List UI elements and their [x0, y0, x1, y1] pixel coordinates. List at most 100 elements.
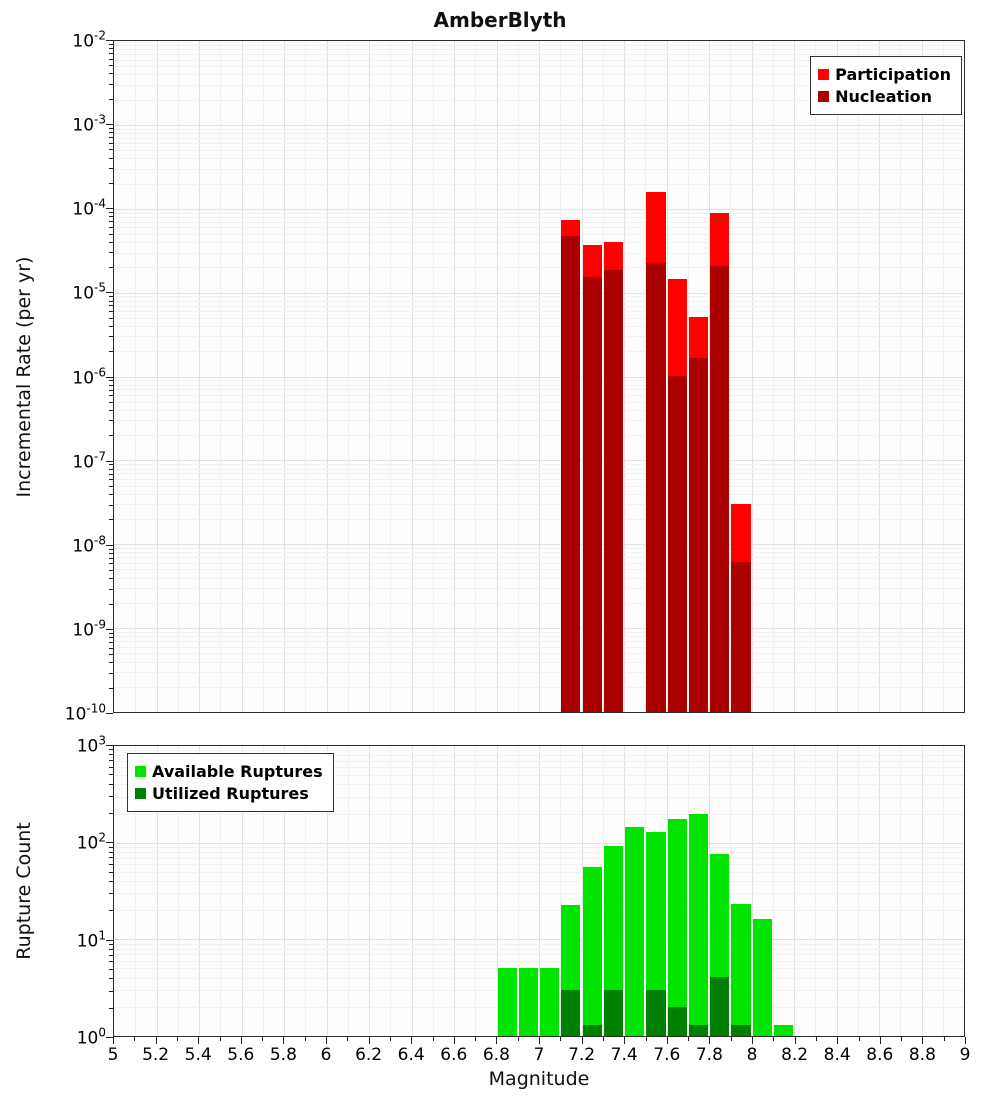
bar-available-ruptures — [518, 968, 538, 1036]
x-tick-mark — [666, 1037, 668, 1044]
grid-line-vertical — [836, 746, 838, 1036]
grid-line-horizontal-minor — [114, 464, 964, 466]
y-minor-tick-mark — [109, 871, 113, 873]
grid-line-vertical — [942, 746, 944, 1036]
grid-line-horizontal-minor — [114, 84, 964, 86]
grid-line-vertical — [284, 746, 285, 1036]
grid-line-horizontal — [114, 939, 964, 941]
grid-line-horizontal-minor — [114, 562, 964, 564]
y-tick-mark — [106, 460, 113, 462]
bar-available-ruptures — [752, 918, 772, 1036]
grid-line-horizontal-minor — [114, 588, 964, 590]
y-minor-tick-mark — [109, 494, 113, 496]
y-minor-tick-mark — [109, 662, 113, 664]
y-minor-tick-mark — [109, 485, 113, 487]
x-tick-mark — [155, 1037, 157, 1044]
grid-line-horizontal-minor — [114, 468, 964, 470]
x-tick-mark — [453, 1037, 455, 1044]
grid-line-horizontal-minor — [114, 954, 964, 956]
bar-available-ruptures — [582, 866, 602, 1036]
grid-line-horizontal-minor — [114, 569, 964, 571]
x-tick-mark — [922, 1037, 924, 1044]
grid-line-vertical — [241, 746, 243, 1036]
x-tick-mark — [837, 1037, 839, 1044]
grid-line-vertical — [220, 746, 222, 1036]
grid-line-horizontal-minor — [114, 59, 964, 61]
x-tick-label: 7.8 — [695, 1045, 723, 1065]
bar-available-ruptures — [731, 903, 751, 1036]
grid-line-horizontal-minor — [114, 646, 964, 648]
grid-line-horizontal-minor — [114, 168, 964, 170]
y-tick-label: 10-3 — [72, 112, 106, 136]
grid-line-horizontal-minor — [114, 910, 964, 912]
x-tick-mark — [411, 1037, 413, 1044]
y-minor-tick-mark — [109, 766, 113, 768]
bar-available-ruptures — [646, 831, 666, 1036]
y-minor-tick-mark — [109, 641, 113, 643]
y-minor-tick-mark — [109, 389, 113, 391]
bar-utilized-ruptures — [561, 989, 581, 1036]
y-tick-mark — [106, 745, 113, 746]
grid-line-horizontal — [114, 628, 964, 630]
grid-line-horizontal-minor — [114, 216, 964, 218]
grid-line-horizontal-minor — [114, 351, 964, 353]
x-minor-tick-mark — [858, 1037, 860, 1041]
y-minor-tick-mark — [109, 212, 113, 214]
legend-item: Participation — [818, 65, 951, 84]
grid-line-horizontal-minor — [114, 242, 964, 244]
grid-line-vertical — [390, 746, 392, 1036]
grid-line-horizontal-minor — [114, 948, 964, 950]
y-minor-tick-mark — [109, 351, 113, 353]
y-tick-label: 10-8 — [72, 533, 106, 557]
grid-line-horizontal-minor — [114, 1006, 964, 1008]
grid-line-vertical — [581, 746, 583, 1036]
y-minor-tick-mark — [109, 783, 113, 785]
y-minor-tick-mark — [109, 300, 113, 302]
bar-nucleation — [646, 262, 666, 712]
grid-line-vertical — [921, 746, 923, 1036]
grid-line-horizontal-minor — [114, 796, 964, 798]
x-tick-mark — [794, 1037, 796, 1044]
grid-line-horizontal-minor — [114, 852, 964, 854]
y-minor-tick-mark — [109, 961, 113, 963]
grid-line-horizontal-minor — [114, 881, 964, 883]
grid-line-horizontal-minor — [114, 49, 964, 51]
grid-line-horizontal-minor — [114, 311, 964, 313]
x-minor-tick-mark — [304, 1037, 306, 1041]
x-tick-mark — [368, 1037, 370, 1044]
grid-line-horizontal-minor — [114, 212, 964, 214]
y-minor-tick-mark — [109, 53, 113, 55]
grid-line-horizontal-minor — [114, 401, 964, 403]
bar-utilized-ruptures — [582, 1025, 602, 1036]
grid-line-vertical — [794, 746, 795, 1036]
grid-line-horizontal-minor — [114, 137, 964, 139]
y-minor-tick-mark — [109, 968, 113, 970]
grid-line-horizontal-minor — [114, 183, 964, 185]
x-minor-tick-mark — [560, 1037, 562, 1041]
y-minor-tick-mark — [109, 504, 113, 506]
y-minor-tick-mark — [109, 795, 113, 797]
grid-line-vertical — [454, 746, 455, 1036]
y-minor-tick-mark — [109, 48, 113, 50]
y-minor-tick-mark — [109, 893, 113, 895]
grid-line-horizontal-minor — [114, 227, 964, 229]
x-tick-label: 6.8 — [482, 1045, 510, 1065]
y-minor-tick-mark — [109, 137, 113, 139]
y-minor-tick-mark — [109, 336, 113, 338]
rate-y-axis-label: Incremental Rate (per yr) — [13, 256, 35, 498]
grid-line-horizontal-minor — [114, 252, 964, 254]
x-tick-label: 5.8 — [269, 1045, 297, 1065]
y-minor-tick-mark — [109, 563, 113, 565]
y-tick-label: 10-9 — [72, 617, 106, 641]
x-minor-tick-mark — [134, 1037, 136, 1041]
y-minor-tick-mark — [109, 420, 113, 422]
bar-nucleation — [688, 358, 708, 712]
x-tick-mark — [240, 1037, 242, 1044]
grid-line-horizontal-minor — [114, 384, 964, 386]
grid-line-horizontal-minor — [114, 871, 964, 873]
y-minor-tick-mark — [109, 267, 113, 269]
x-tick-label: 8 — [746, 1045, 758, 1065]
y-tick-mark — [106, 939, 113, 941]
grid-line-horizontal-minor — [114, 548, 964, 550]
